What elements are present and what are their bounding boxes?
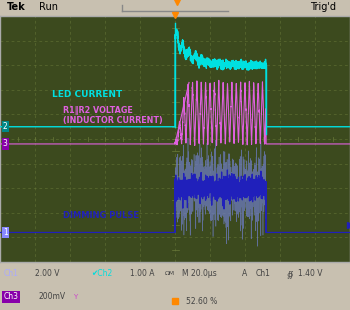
Text: 3: 3 [3,140,8,148]
Text: ✔Ch2: ✔Ch2 [91,269,112,278]
Text: M 20.0μs: M 20.0μs [182,269,217,278]
Text: 1: 1 [3,228,8,237]
Text: Υ: Υ [74,294,78,299]
Text: DIMMING PULSE: DIMMING PULSE [63,211,139,220]
Text: 2.00 V: 2.00 V [35,269,60,278]
Text: 1.00 A: 1.00 A [130,269,154,278]
Text: 2: 2 [3,122,8,131]
Text: Ch1: Ch1 [256,269,270,278]
Text: 52.60 %: 52.60 % [186,297,217,306]
Text: A: A [241,269,247,278]
Text: Ch3: Ch3 [4,292,19,301]
Text: LED CURRENT: LED CURRENT [52,90,123,99]
Text: ∯: ∯ [287,269,294,278]
Text: 1.40 V: 1.40 V [298,269,322,278]
Text: Trig'd: Trig'd [310,2,336,12]
Text: ΩΜ: ΩΜ [164,272,175,277]
Text: Ch1: Ch1 [4,269,18,278]
Text: Run: Run [38,2,57,12]
Text: R1‖R2 VOLTAGE: R1‖R2 VOLTAGE [63,106,133,115]
Text: Tek: Tek [7,2,26,12]
Text: 200mV: 200mV [38,292,66,301]
Text: (INDUCTOR CURRENT): (INDUCTOR CURRENT) [63,116,163,125]
